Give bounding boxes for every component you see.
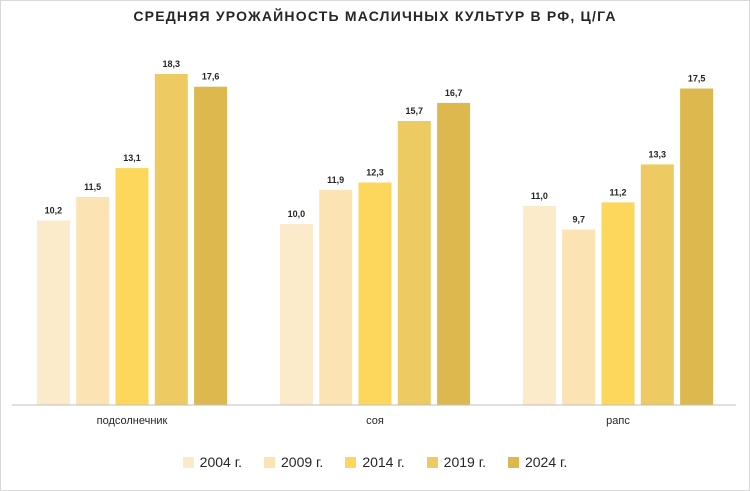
bar-подсолнечник-2024 г. — [194, 86, 228, 405]
data-label: 11,2 — [609, 187, 626, 197]
legend-label: 2024 г. — [524, 454, 568, 470]
legend-item: 2024 г. — [507, 454, 568, 470]
bar-рапс-2004 г. — [522, 206, 556, 405]
category-label: соя — [366, 415, 384, 427]
legend-item: 2014 г. — [345, 454, 405, 470]
data-label: 13,1 — [123, 153, 141, 163]
bar-соя-2014 г. — [358, 182, 392, 405]
bar-рапс-2009 г. — [562, 229, 596, 405]
data-label: 11,5 — [84, 182, 101, 192]
data-label: 12,3 — [366, 168, 384, 178]
legend-swatch — [264, 456, 275, 468]
legend-swatch — [182, 456, 194, 468]
bar-рапс-2019 г. — [640, 164, 674, 405]
legend-swatch — [426, 456, 438, 468]
bar-соя-2004 г. — [279, 224, 313, 405]
legend-label: 2019 г. — [443, 454, 486, 470]
bar-подсолнечник-2009 г. — [76, 197, 110, 405]
data-label: 17,6 — [202, 72, 220, 82]
data-label: 11,0 — [531, 191, 548, 201]
data-label: 16,7 — [445, 88, 463, 98]
bar-рапс-2014 г. — [601, 202, 635, 405]
legend: 2004 г. 2009 г. 2014 г. 2019 г. 2024 г. — [0, 454, 750, 470]
data-label: 11,9 — [327, 175, 344, 185]
legend-swatch — [507, 456, 519, 468]
bar-подсолнечник-2019 г. — [154, 74, 188, 405]
bar-подсолнечник-2014 г. — [115, 168, 149, 405]
legend-item: 2019 г. — [426, 454, 486, 470]
chart-title: СРЕДНЯЯ УРОЖАЙНОСТЬ МАСЛИЧНЫХ КУЛЬТУР В … — [133, 8, 617, 24]
data-label: 10,0 — [288, 209, 306, 219]
bar-соя-2009 г. — [319, 189, 353, 405]
bar-подсолнечник-2004 г. — [36, 220, 70, 405]
data-label: 9,7 — [572, 215, 585, 225]
bar-соя-2019 г. — [397, 121, 431, 405]
data-label: 10,2 — [45, 206, 63, 216]
category-label: рапс — [606, 415, 630, 427]
legend-item: 2004 г. — [182, 454, 242, 470]
data-label: 13,3 — [649, 149, 667, 159]
data-label: 18,3 — [163, 59, 181, 69]
data-label: 17,5 — [688, 74, 706, 84]
legend-label: 2004 г. — [199, 454, 242, 470]
legend-swatch — [345, 456, 357, 468]
bar-соя-2024 г. — [437, 102, 471, 406]
legend-item: 2009 г. — [264, 454, 323, 470]
legend-label: 2014 г. — [362, 454, 405, 470]
legend-label: 2009 г. — [281, 454, 324, 470]
category-label: подсолнечник — [97, 415, 168, 427]
bar-рапс-2024 г. — [680, 88, 714, 405]
data-label: 15,7 — [406, 106, 424, 116]
